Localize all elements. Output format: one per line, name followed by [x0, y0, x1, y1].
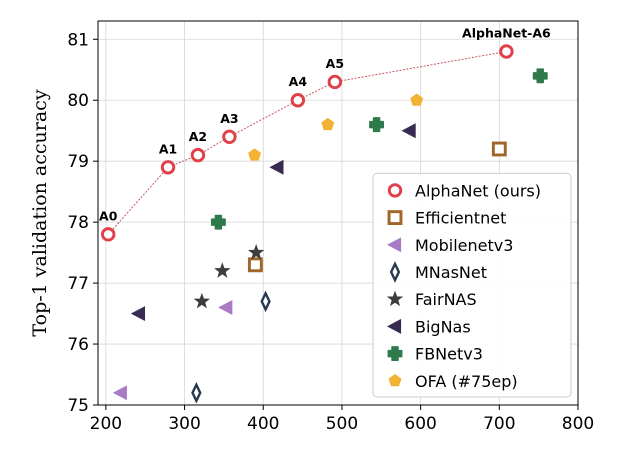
efficientnet-point — [491, 141, 507, 157]
legend-label-bignas: BigNas — [415, 317, 471, 336]
alphanet-ours-point — [222, 129, 237, 145]
x-tick-label: 500 — [326, 414, 358, 434]
y-tick-label: 81 — [67, 30, 89, 50]
alphanet-ours-point — [160, 160, 176, 175]
legend-marker-mobilenetv3 — [386, 237, 402, 253]
point-annotations: A0 A1 A2 A3 A4 A5 AlphaNet-A6 — [99, 25, 551, 223]
y-tick-label: 76 — [67, 335, 89, 355]
mnasnet-point — [260, 290, 271, 313]
x-tick-label: 800 — [562, 414, 594, 434]
alphanet-ours-point — [101, 227, 116, 242]
alphanet-ours-point — [327, 74, 343, 90]
point-label-a4: A4 — [289, 74, 308, 89]
point-label-a1: A1 — [159, 141, 177, 156]
y-tick-label: 80 — [67, 91, 89, 111]
legend-marker-efficientnet — [387, 210, 403, 226]
legend-marker-alphanet-ours — [387, 183, 403, 198]
legend-marker-fairnas — [386, 290, 404, 307]
alphanet-ours-point — [190, 147, 206, 163]
alphanet-ours-point — [499, 44, 514, 59]
legend-label-ofa-75ep: OFA (#75ep) — [415, 372, 518, 391]
fbnetv3-point — [369, 117, 385, 133]
legend-label-mobilenetv3: Mobilenetv3 — [415, 236, 513, 255]
bignas-point — [401, 123, 416, 139]
x-tick-label: 600 — [404, 414, 436, 434]
ofa-75ep-point — [410, 93, 424, 106]
y-tick-label: 78 — [67, 213, 89, 233]
mobilenetv3-point — [218, 299, 233, 315]
legend-label-alphanet-ours: AlphaNet (ours) — [415, 181, 541, 200]
point-label-a0: A0 — [99, 208, 118, 223]
legend-label-mnasnet: MNasNet — [415, 263, 487, 282]
plot-frame — [97, 20, 579, 406]
alphanet-ours-point — [290, 93, 306, 108]
x-tick-label: 400 — [247, 414, 279, 434]
bignas-point — [269, 159, 284, 175]
legend-marker-ofa-75ep — [388, 374, 402, 387]
ofa-75ep-point — [321, 117, 335, 131]
fairnas-point — [193, 292, 211, 309]
fairnas-point — [247, 244, 265, 260]
legend-marker-mnasnet — [389, 261, 401, 283]
y-tick-label: 75 — [67, 396, 89, 416]
x-axis: 200 300 400 500 600 700 800 — [90, 405, 594, 434]
point-label-a3: A3 — [220, 111, 238, 126]
y-tick-label: 79 — [67, 152, 89, 172]
fbnetv3-point — [210, 214, 226, 230]
ofa-75ep-point — [248, 148, 262, 161]
y-tick-label: 77 — [67, 274, 89, 294]
legend-marker-bignas — [386, 318, 402, 334]
legend-label-fairnas: FairNAS — [415, 290, 477, 309]
efficientnet-point — [247, 257, 263, 273]
point-label-a2: A2 — [189, 129, 207, 144]
mobilenetv3-point — [112, 385, 127, 401]
legend-box — [372, 172, 572, 398]
point-label-alphanet-a6: AlphaNet-A6 — [462, 25, 551, 40]
legend-marker-fbnetv3 — [387, 346, 403, 362]
legend-label-efficientnet: Efficientnet — [415, 209, 506, 228]
mnasnet-point — [191, 381, 202, 404]
x-tick-label: 700 — [483, 414, 515, 434]
x-tick-label: 300 — [168, 414, 200, 434]
x-tick-label: 200 — [90, 414, 122, 434]
legend-label-fbnetv3: FBNetv3 — [415, 345, 483, 364]
bignas-point — [130, 306, 146, 322]
y-axis: 75 76 77 78 79 80 81 — [67, 30, 98, 416]
y-axis-label: Top-1 validation accuracy — [29, 89, 51, 336]
point-label-a5: A5 — [326, 56, 344, 71]
data-points — [101, 44, 548, 404]
fbnetv3-point — [532, 68, 548, 84]
legend: AlphaNet (ours) Efficientnet Mobilenetv3 MN… — [372, 172, 572, 398]
fairnas-point — [214, 262, 231, 278]
